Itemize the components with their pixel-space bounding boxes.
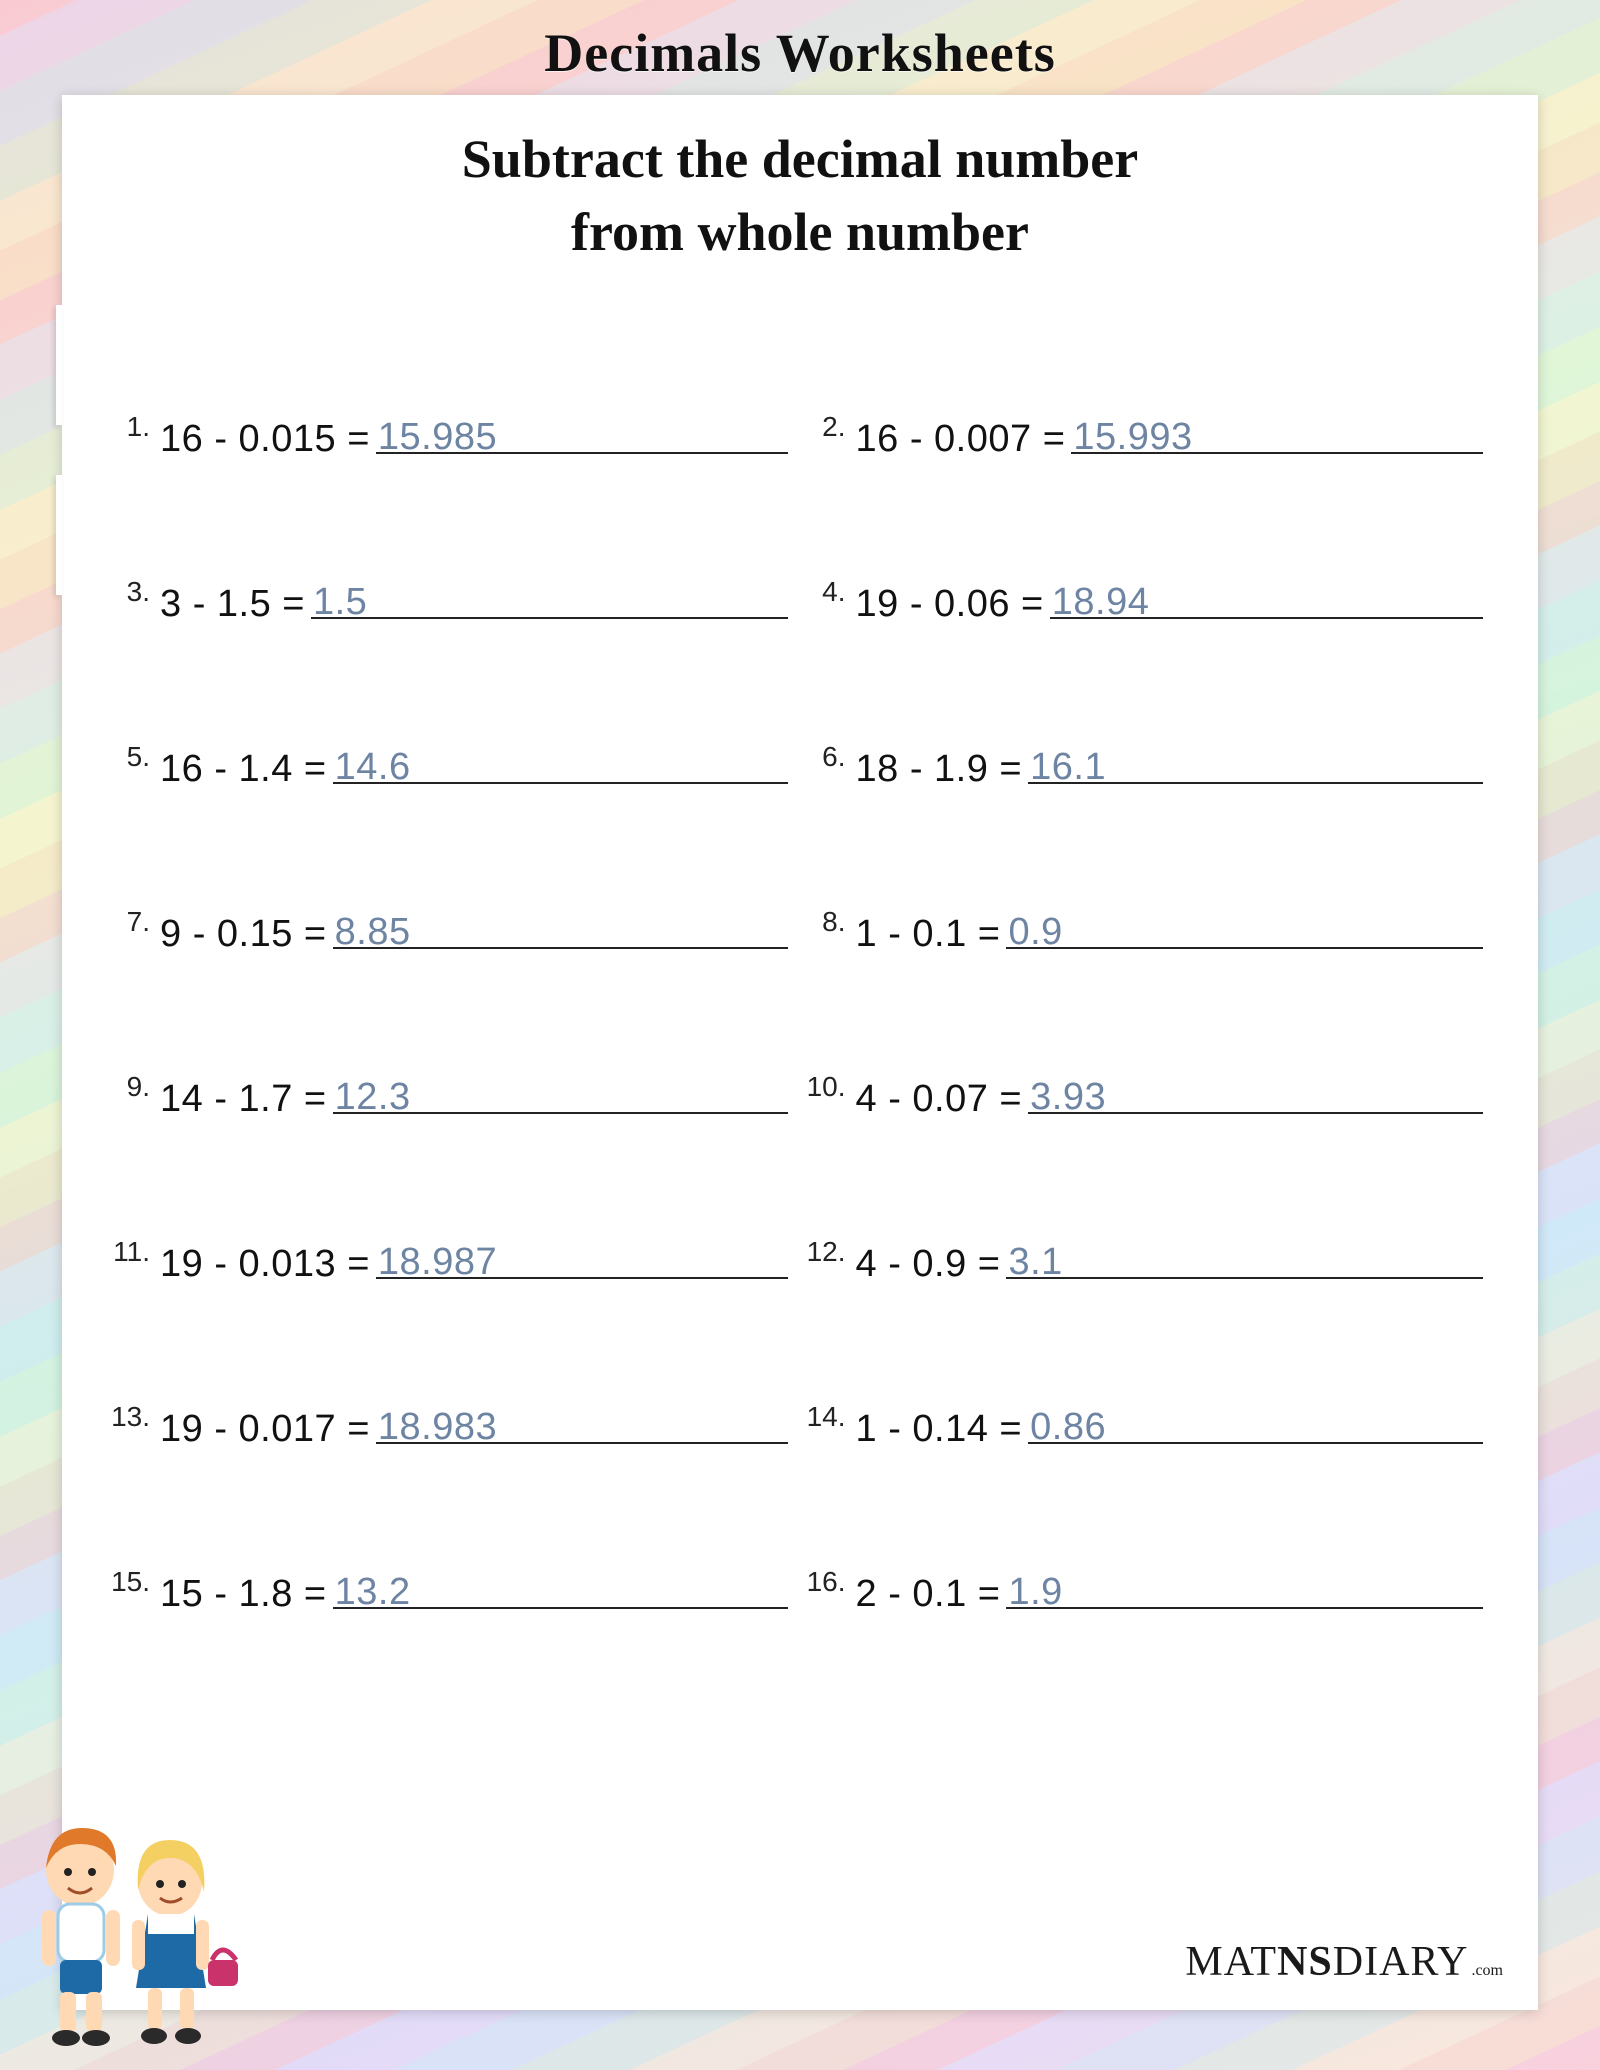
page-title: Decimals Worksheets bbox=[0, 0, 1600, 84]
subtitle-line-1: Subtract the decimal number bbox=[462, 129, 1138, 189]
problem-number: 9. bbox=[102, 1071, 160, 1103]
worksheet-subtitle: Subtract the decimal number from whole n… bbox=[62, 95, 1538, 279]
problem-answer: 18.987 bbox=[378, 1243, 497, 1281]
answer-blank[interactable]: 0.86 bbox=[1028, 1402, 1483, 1444]
problem-expression: 2 - 0.1 = bbox=[856, 1575, 1007, 1613]
problem-number: 2. bbox=[798, 411, 856, 443]
problem-row: 7.9 - 0.15 =8.85 bbox=[102, 844, 788, 1009]
kids-illustration bbox=[10, 1810, 250, 2060]
answer-blank[interactable]: 18.987 bbox=[376, 1237, 788, 1279]
problem-expression: 16 - 1.4 = bbox=[160, 750, 333, 788]
answer-blank[interactable]: 1.5 bbox=[311, 577, 788, 619]
problem-answer: 15.993 bbox=[1073, 418, 1192, 456]
problem-row: 14.1 - 0.14 =0.86 bbox=[798, 1339, 1484, 1504]
problem-row: 4.19 - 0.06 =18.94 bbox=[798, 514, 1484, 679]
brand-suffix: .com bbox=[1471, 1962, 1503, 1980]
problem-answer: 1.5 bbox=[313, 583, 367, 621]
problem-row: 12.4 - 0.9 =3.1 bbox=[798, 1174, 1484, 1339]
problem-answer: 18.94 bbox=[1052, 583, 1150, 621]
problem-row: 11.19 - 0.013 =18.987 bbox=[102, 1174, 788, 1339]
problem-answer: 3.93 bbox=[1030, 1078, 1106, 1116]
problem-number: 14. bbox=[798, 1401, 856, 1433]
problem-row: 6.18 - 1.9 =16.1 bbox=[798, 679, 1484, 844]
problem-row: 9.14 - 1.7 =12.3 bbox=[102, 1009, 788, 1174]
problem-number: 13. bbox=[102, 1401, 160, 1433]
problem-expression: 19 - 0.013 = bbox=[160, 1245, 376, 1283]
problem-expression: 14 - 1.7 = bbox=[160, 1080, 333, 1118]
answer-blank[interactable]: 18.983 bbox=[376, 1402, 788, 1444]
problem-answer: 12.3 bbox=[335, 1078, 411, 1116]
problem-expression: 4 - 0.07 = bbox=[856, 1080, 1029, 1118]
problem-answer: 14.6 bbox=[335, 748, 411, 786]
problem-expression: 15 - 1.8 = bbox=[160, 1575, 333, 1613]
problem-expression: 1 - 0.14 = bbox=[856, 1410, 1029, 1448]
problem-number: 5. bbox=[102, 741, 160, 773]
answer-blank[interactable]: 16.1 bbox=[1028, 742, 1483, 784]
answer-blank[interactable]: 3.93 bbox=[1028, 1072, 1483, 1114]
problem-answer: 15.985 bbox=[378, 418, 497, 456]
problem-number: 8. bbox=[798, 906, 856, 938]
brand-part-3: DIARY bbox=[1333, 1938, 1469, 1986]
problem-expression: 16 - 0.015 = bbox=[160, 420, 376, 458]
answer-blank[interactable]: 1.9 bbox=[1006, 1567, 1483, 1609]
problem-answer: 18.983 bbox=[378, 1408, 497, 1446]
problem-number: 16. bbox=[798, 1566, 856, 1598]
answer-blank[interactable]: 12.3 bbox=[333, 1072, 788, 1114]
problem-row: 1.16 - 0.015 =15.985 bbox=[102, 349, 788, 514]
problem-number: 4. bbox=[798, 576, 856, 608]
problems-grid: 1.16 - 0.015 =15.9852.16 - 0.007 =15.993… bbox=[62, 279, 1538, 1669]
problem-row: 10.4 - 0.07 =3.93 bbox=[798, 1009, 1484, 1174]
problem-expression: 19 - 0.017 = bbox=[160, 1410, 376, 1448]
problem-answer: 0.86 bbox=[1030, 1408, 1106, 1446]
brand-part-1: MAT bbox=[1185, 1938, 1277, 1986]
answer-blank[interactable]: 15.993 bbox=[1071, 412, 1483, 454]
problem-row: 15.15 - 1.8 =13.2 bbox=[102, 1504, 788, 1669]
problem-expression: 9 - 0.15 = bbox=[160, 915, 333, 953]
answer-blank[interactable]: 8.85 bbox=[333, 907, 788, 949]
worksheet-sheet: Subtract the decimal number from whole n… bbox=[62, 95, 1538, 2010]
brand-part-2: NS bbox=[1277, 1938, 1333, 1986]
problem-answer: 16.1 bbox=[1030, 748, 1106, 786]
problem-expression: 18 - 1.9 = bbox=[856, 750, 1029, 788]
problem-answer: 1.9 bbox=[1008, 1573, 1062, 1611]
problem-row: 13.19 - 0.017 =18.983 bbox=[102, 1339, 788, 1504]
problem-row: 8.1 - 0.1 =0.9 bbox=[798, 844, 1484, 1009]
problem-number: 1. bbox=[102, 411, 160, 443]
problem-answer: 13.2 bbox=[335, 1573, 411, 1611]
problem-row: 3.3 - 1.5 =1.5 bbox=[102, 514, 788, 679]
problem-number: 11. bbox=[102, 1236, 160, 1268]
problem-expression: 1 - 0.1 = bbox=[856, 915, 1007, 953]
answer-blank[interactable]: 0.9 bbox=[1006, 907, 1483, 949]
problem-expression: 3 - 1.5 = bbox=[160, 585, 311, 623]
problem-expression: 16 - 0.007 = bbox=[856, 420, 1072, 458]
answer-blank[interactable]: 13.2 bbox=[333, 1567, 788, 1609]
problem-number: 15. bbox=[102, 1566, 160, 1598]
problem-row: 2.16 - 0.007 =15.993 bbox=[798, 349, 1484, 514]
answer-blank[interactable]: 3.1 bbox=[1006, 1237, 1483, 1279]
problem-number: 3. bbox=[102, 576, 160, 608]
problem-row: 16.2 - 0.1 =1.9 bbox=[798, 1504, 1484, 1669]
subtitle-line-2: from whole number bbox=[571, 202, 1029, 262]
problem-answer: 3.1 bbox=[1008, 1243, 1062, 1281]
problem-number: 12. bbox=[798, 1236, 856, 1268]
problem-number: 7. bbox=[102, 906, 160, 938]
problem-answer: 8.85 bbox=[335, 913, 411, 951]
answer-blank[interactable]: 18.94 bbox=[1050, 577, 1483, 619]
brand-logo: MATNSDIARY.com bbox=[1185, 1938, 1503, 1986]
problem-number: 6. bbox=[798, 741, 856, 773]
problem-number: 10. bbox=[798, 1071, 856, 1103]
problem-row: 5.16 - 1.4 =14.6 bbox=[102, 679, 788, 844]
problem-answer: 0.9 bbox=[1008, 913, 1062, 951]
answer-blank[interactable]: 15.985 bbox=[376, 412, 788, 454]
problem-expression: 19 - 0.06 = bbox=[856, 585, 1050, 623]
problem-expression: 4 - 0.9 = bbox=[856, 1245, 1007, 1283]
answer-blank[interactable]: 14.6 bbox=[333, 742, 788, 784]
